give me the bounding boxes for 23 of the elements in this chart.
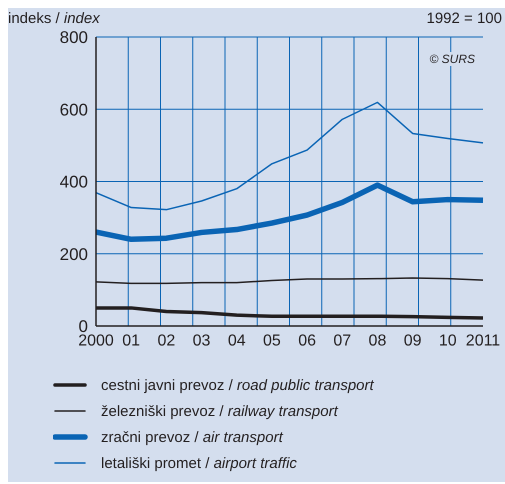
y-tick-label: 400 [60, 172, 88, 192]
x-tick-label: 2011 [466, 332, 500, 350]
x-tick-label: 01 [122, 332, 140, 350]
x-tick-label: 09 [404, 332, 422, 350]
annotation: © SURS [427, 52, 477, 66]
legend-label: železniški prevoz / railway transport [101, 402, 338, 420]
x-tick-label: 02 [157, 332, 176, 350]
y-axis-title: indeks / index [8, 10, 100, 27]
y-tick-label: 200 [60, 244, 88, 264]
legend-label: letališki promet / airport traffic [101, 454, 297, 472]
x-tick-label: 07 [333, 332, 352, 350]
legend-label: zračni prevoz / air transport [101, 428, 283, 446]
y-tick-label: 600 [60, 100, 88, 120]
x-tick-label: 04 [228, 332, 246, 350]
x-tick-label: 05 [263, 332, 281, 350]
x-tick-label: 10 [438, 332, 457, 350]
x-tick-label: 03 [192, 332, 211, 350]
text: 1992 = 100 [426, 10, 502, 27]
x-tick-label: 06 [298, 332, 316, 350]
x-tick-label: 2000 [78, 332, 114, 350]
y-tick-label: 800 [60, 28, 88, 48]
x-tick-label: 08 [368, 332, 386, 350]
legend-label: cestni javni prevoz / road public transport [101, 376, 374, 394]
